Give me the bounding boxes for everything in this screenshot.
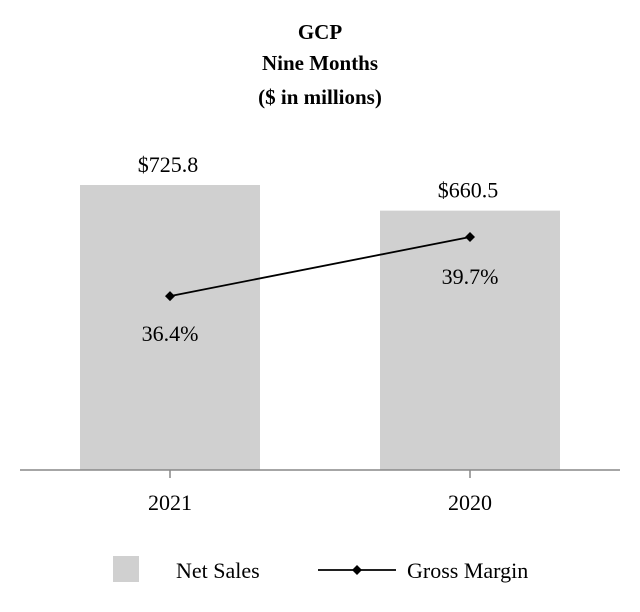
x-tick-label-2021: 2021 xyxy=(148,490,192,515)
legend: Net Sales Gross Margin xyxy=(113,556,528,583)
plot-area: $725.8 $660.5 2021 2020 36.4% 39.7% xyxy=(20,152,620,515)
bar-net-sales-2020 xyxy=(380,210,560,470)
gross-margin-label-2020: 39.7% xyxy=(442,264,499,289)
chart-title-line-2: Nine Months xyxy=(262,51,378,75)
bar-value-label-2020: $660.5 xyxy=(438,178,499,203)
chart-title-line-3: ($ in millions) xyxy=(258,85,382,109)
bar-value-label-2021: $725.8 xyxy=(138,152,199,177)
x-tick-label-2020: 2020 xyxy=(448,490,492,515)
legend-label-gross-margin: Gross Margin xyxy=(407,558,528,583)
gross-margin-label-2021: 36.4% xyxy=(142,321,199,346)
gross-margin-marker-2021 xyxy=(165,291,175,302)
line-gross-margin xyxy=(169,236,471,298)
bar-net-sales-2021 xyxy=(80,185,260,470)
legend-swatch-net-sales xyxy=(113,556,139,582)
gross-margin-marker-2020 xyxy=(465,231,475,242)
legend-label-net-sales: Net Sales xyxy=(176,558,260,583)
legend-marker-gross-margin xyxy=(352,565,362,575)
chart-title-line-1: GCP xyxy=(298,20,343,44)
